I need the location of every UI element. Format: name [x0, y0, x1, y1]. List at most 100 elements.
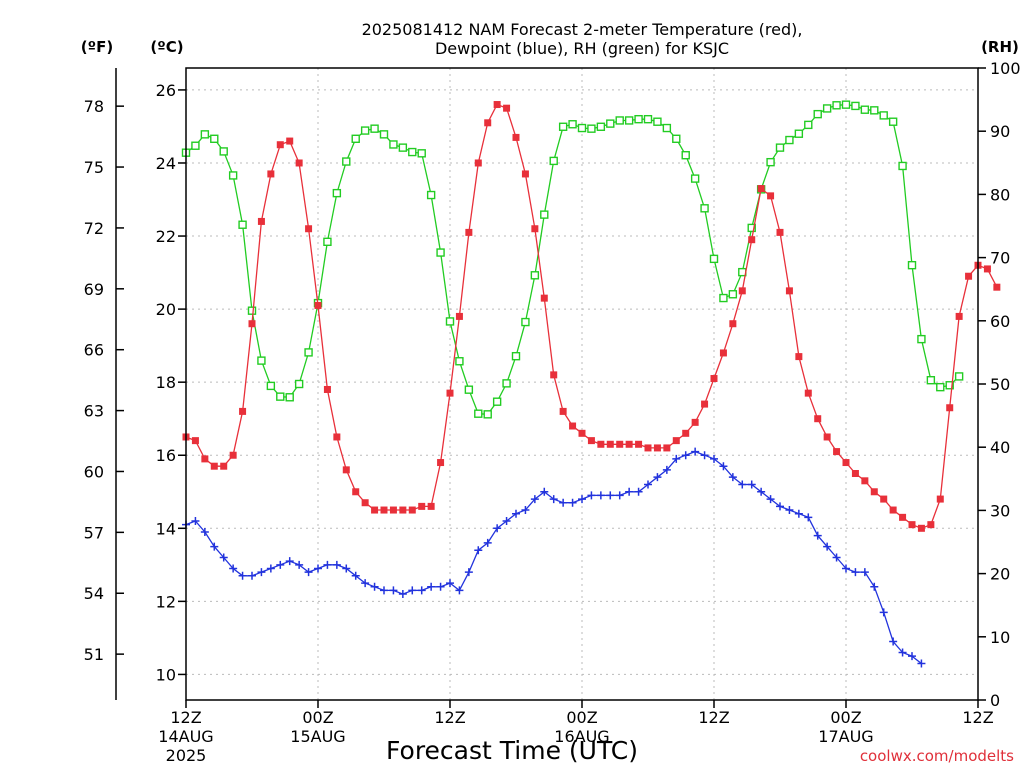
rh-point: [860, 105, 870, 114]
temperature-point: [691, 418, 699, 426]
rh-point: [917, 334, 926, 344]
rh-point: [426, 190, 436, 200]
rh-point: [709, 254, 719, 264]
temperature-point: [814, 415, 822, 423]
temperature-point: [210, 462, 218, 470]
source-credit[interactable]: coolwx.com/modelts: [860, 747, 1014, 765]
rh-point: [238, 220, 247, 229]
fahrenheit-tick-label: 75: [84, 158, 104, 177]
fahrenheit-tick-label: 69: [84, 280, 104, 299]
temperature-point: [682, 429, 690, 437]
dewpoint-point: [370, 582, 379, 591]
dewpoint-point: [342, 564, 351, 573]
temperature-point: [493, 101, 501, 109]
rh-point: [832, 101, 841, 110]
dewpoint-point: [644, 480, 652, 489]
temperature-point: [455, 312, 463, 320]
temperature-point: [899, 513, 907, 521]
rh-point: [898, 161, 907, 171]
temperature-point: [748, 236, 756, 244]
temperature-point: [635, 440, 643, 448]
dewpoint-point: [483, 538, 492, 547]
temperature-point: [512, 133, 520, 141]
temperature-point: [531, 225, 539, 233]
temperature-point: [352, 488, 360, 496]
temperature-point: [569, 422, 577, 430]
temperature-point: [993, 283, 1001, 291]
rh-tick-label: 50: [990, 375, 1010, 394]
rh-point: [822, 104, 832, 113]
temperature-point: [738, 287, 746, 295]
dewpoint-point: [672, 454, 681, 463]
rh-point: [606, 119, 615, 128]
temperature-point: [559, 407, 567, 415]
time-tick-date-label: 15AUG: [290, 727, 345, 746]
rh-point: [926, 376, 936, 385]
rh-tick-label: 0: [990, 691, 1000, 710]
grid-lines: [185, 68, 979, 700]
rh-point: [408, 147, 417, 157]
rh-point: [672, 134, 681, 143]
rh-point: [624, 116, 634, 125]
temperature-point: [521, 170, 529, 178]
rh-point: [398, 143, 408, 152]
dewpoint-point: [766, 495, 775, 504]
rh-tick-label: 80: [990, 185, 1010, 204]
rh-tick-label: 60: [990, 312, 1010, 331]
rh-point: [455, 357, 464, 366]
temperature-point: [795, 353, 803, 361]
rh-tick-label: 30: [990, 501, 1010, 520]
dewpoint-point: [295, 560, 304, 569]
dewpoint-point: [380, 586, 388, 595]
dewpoint-point: [587, 491, 596, 500]
dewpoint-point: [314, 564, 322, 573]
rh-tick-label: 90: [990, 122, 1010, 141]
fahrenheit-tick-label: 72: [84, 219, 104, 238]
fahrenheit-unit-label: (ºF): [81, 38, 113, 56]
fahrenheit-tick-label: 66: [84, 341, 104, 360]
time-tick-date-label: 17AUG: [818, 727, 873, 746]
temperature-point: [861, 477, 869, 485]
rh-point: [342, 157, 351, 166]
rh-point: [907, 260, 917, 270]
temperature-point: [606, 440, 614, 448]
rh-point: [304, 348, 313, 357]
rh-point: [219, 147, 228, 156]
rh-point: [587, 124, 596, 133]
fahrenheit-axis: 51 54 57 60 63 66 69 72 75 78: [84, 97, 124, 664]
dewpoint-point: [266, 564, 275, 573]
rh-point: [568, 120, 577, 129]
temperature-point: [625, 440, 633, 448]
temperature-point: [239, 407, 247, 415]
rh-point: [954, 372, 964, 381]
temperature-point: [889, 506, 897, 514]
dewpoint-point: [700, 451, 709, 460]
rh-point: [445, 317, 455, 326]
temperature-point: [833, 448, 841, 456]
rh-point: [492, 397, 502, 406]
rh-point: [540, 210, 549, 219]
chart-title-line2: Dewpoint (blue), RH (green) for KSJC: [435, 39, 729, 58]
temperature-point: [757, 185, 765, 193]
dewpoint-line: [185, 450, 922, 665]
temperature-point: [201, 455, 209, 463]
dewpoint-point: [427, 582, 436, 591]
dewpoint-point: [540, 487, 549, 496]
rh-point: [936, 382, 945, 392]
rh-point: [389, 140, 398, 149]
temperature-point: [729, 320, 737, 328]
fahrenheit-tick-label: 63: [84, 402, 104, 421]
temperature-point: [663, 444, 671, 452]
temperature-point: [342, 466, 350, 474]
rh-point: [841, 100, 851, 109]
temperature-point: [870, 488, 878, 496]
time-tick-label: 00Z: [566, 708, 597, 727]
rh-point: [210, 134, 219, 143]
rh-point: [436, 248, 445, 257]
dewpoint-point: [229, 564, 238, 573]
rh-point: [360, 126, 370, 135]
rh-point: [851, 101, 860, 111]
dewpoint-point: [502, 516, 511, 525]
dewpoint-point: [408, 586, 417, 595]
